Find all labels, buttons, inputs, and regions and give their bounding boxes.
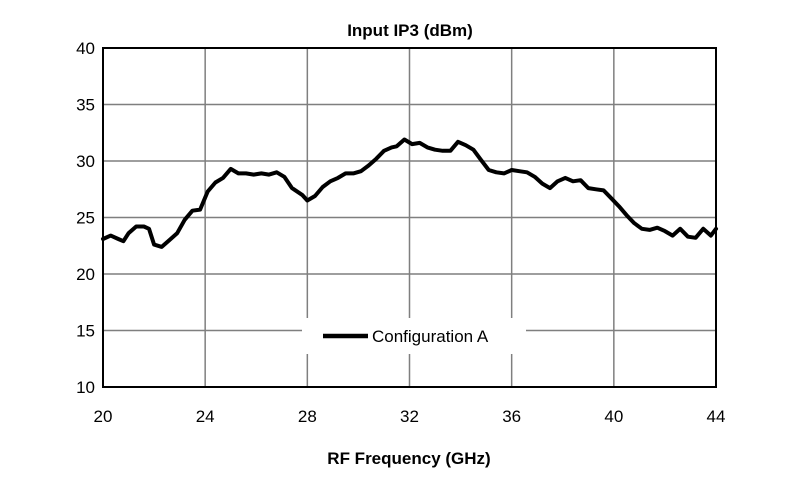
x-tick-label-2: 28 [298,407,317,426]
x-tick-label-1: 24 [196,407,215,426]
chart-title: Input IP3 (dBm) [347,21,473,40]
legend: Configuration A [302,318,526,354]
series-line-configuration-a [101,137,718,249]
x-tick-label-6: 44 [707,407,726,426]
series-layer [101,137,718,249]
y-tick-label-6: 40 [76,39,95,58]
y-tick-label-2: 20 [76,265,95,284]
x-tick-label-0: 20 [94,407,113,426]
x-axis-label: RF Frequency (GHz) [327,449,490,468]
legend-label-configuration-a: Configuration A [372,327,489,346]
plot-frame [102,47,717,388]
y-tick-label-0: 10 [76,378,95,397]
plot-area-border [102,47,717,388]
x-tick-label-3: 32 [400,407,419,426]
x-tick-label-5: 40 [604,407,623,426]
y-tick-label-4: 30 [76,152,95,171]
y-tick-label-3: 25 [76,209,95,228]
y-axis-ticks: 10 15 20 25 30 35 40 [76,39,95,397]
y-tick-label-5: 35 [76,96,95,115]
y-tick-label-1: 15 [76,322,95,341]
x-axis-ticks: 20 24 28 32 36 40 44 [94,407,726,426]
x-tick-label-4: 36 [502,407,521,426]
